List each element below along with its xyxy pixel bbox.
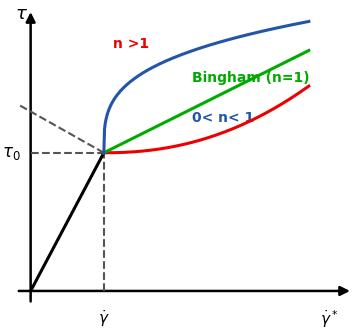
Text: $\dot{\gamma}^*$: $\dot{\gamma}^*$ (320, 308, 338, 330)
Text: $\tau_0$: $\tau_0$ (2, 144, 21, 162)
Text: 0< n< 1: 0< n< 1 (192, 111, 254, 125)
Text: Bingham (n=1): Bingham (n=1) (192, 71, 309, 85)
Text: $\dot{\gamma}$: $\dot{\gamma}$ (98, 308, 110, 329)
Text: n >1: n >1 (113, 37, 149, 51)
Text: $\tau$: $\tau$ (15, 5, 28, 23)
